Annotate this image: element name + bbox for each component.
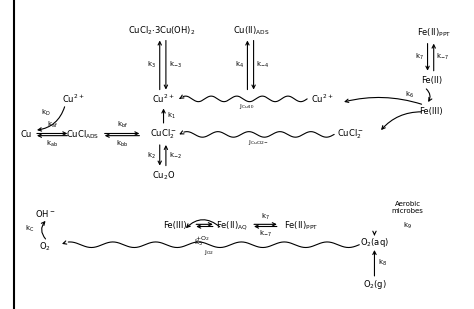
Text: CuCl$_{\mathregular{ADS}}$: CuCl$_{\mathregular{ADS}}$	[66, 128, 100, 141]
Text: OH$^-$: OH$^-$	[35, 208, 55, 219]
Text: k$_4$: k$_4$	[235, 60, 244, 70]
Text: k$_7$: k$_7$	[261, 211, 270, 222]
Text: Fe(II)$_{\mathregular{PPT}}$: Fe(II)$_{\mathregular{PPT}}$	[284, 219, 318, 232]
Text: k$_{\mathregular{bb}}$: k$_{\mathregular{bb}}$	[116, 139, 128, 149]
Text: k$_9$: k$_9$	[403, 220, 412, 231]
Text: CuCl$_2^-$: CuCl$_2^-$	[150, 128, 177, 141]
Text: Fe(II)$_{\mathregular{PPT}}$: Fe(II)$_{\mathregular{PPT}}$	[417, 26, 451, 39]
Text: O$_2$: O$_2$	[39, 241, 51, 253]
Text: k$_{\mathregular{C}}$: k$_{\mathregular{C}}$	[25, 224, 34, 235]
Text: Cu$^{2+}$: Cu$^{2+}$	[311, 93, 334, 105]
Text: O$_2$(aq): O$_2$(aq)	[360, 236, 389, 249]
Text: Fe(II)$_{\mathregular{AQ}}$: Fe(II)$_{\mathregular{AQ}}$	[216, 219, 248, 232]
Text: k$_{\mathregular{D}}$: k$_{\mathregular{D}}$	[41, 108, 51, 118]
Text: k$_8$: k$_8$	[378, 258, 387, 269]
Text: k$_{\mathregular{bf}}$: k$_{\mathregular{bf}}$	[117, 120, 128, 130]
Text: CuCl$_2$$\cdot$3Cu(OH)$_2$: CuCl$_2$$\cdot$3Cu(OH)$_2$	[128, 25, 195, 37]
Text: CuCl$_2^-$: CuCl$_2^-$	[337, 128, 364, 141]
Text: Cu(II)$_{\mathregular{ADS}}$: Cu(II)$_{\mathregular{ADS}}$	[233, 25, 270, 37]
Text: J$_{\mathregular{O2}}$: J$_{\mathregular{O2}}$	[203, 248, 214, 257]
Text: Aerobic: Aerobic	[394, 201, 421, 207]
Text: Fe(III): Fe(III)	[164, 221, 187, 230]
Text: +O$_2$: +O$_2$	[195, 234, 209, 243]
Text: microbes: microbes	[392, 208, 424, 214]
Text: k$_{-7}$: k$_{-7}$	[259, 229, 272, 239]
Text: k$_3$: k$_3$	[146, 60, 155, 70]
Text: k$_{-4}$: k$_{-4}$	[256, 60, 270, 70]
Text: Cu$^{2+}$: Cu$^{2+}$	[62, 93, 85, 105]
Text: k$_7$: k$_7$	[415, 52, 423, 62]
Text: k$_6$: k$_6$	[405, 90, 414, 100]
Text: Cu$^{2+}$: Cu$^{2+}$	[152, 93, 175, 105]
Text: J$_{\mathregular{CuCl2-}}$: J$_{\mathregular{CuCl2-}}$	[248, 138, 269, 147]
Text: Cu$_2$O: Cu$_2$O	[152, 170, 175, 182]
Text: k$_{\mathregular{ab}}$: k$_{\mathregular{ab}}$	[46, 139, 58, 149]
Text: k$_2$: k$_2$	[147, 150, 155, 161]
Text: Cu: Cu	[20, 130, 32, 139]
Text: O$_2$(g): O$_2$(g)	[363, 278, 386, 291]
Text: J$_{\mathregular{Cu(II)}}$: J$_{\mathregular{Cu(II)}}$	[239, 103, 254, 111]
Text: Fe(III): Fe(III)	[419, 107, 443, 116]
Text: k$_{\mathregular{af}}$: k$_{\mathregular{af}}$	[46, 120, 58, 130]
Text: k$_{-3}$: k$_{-3}$	[169, 60, 182, 70]
Text: Fe(II): Fe(II)	[421, 76, 442, 85]
Text: k$_{-2}$: k$_{-2}$	[169, 150, 182, 161]
Text: k$_{-7}$: k$_{-7}$	[436, 52, 449, 62]
Text: k$_1$: k$_1$	[167, 111, 175, 121]
Text: k$_5$: k$_5$	[194, 237, 202, 248]
